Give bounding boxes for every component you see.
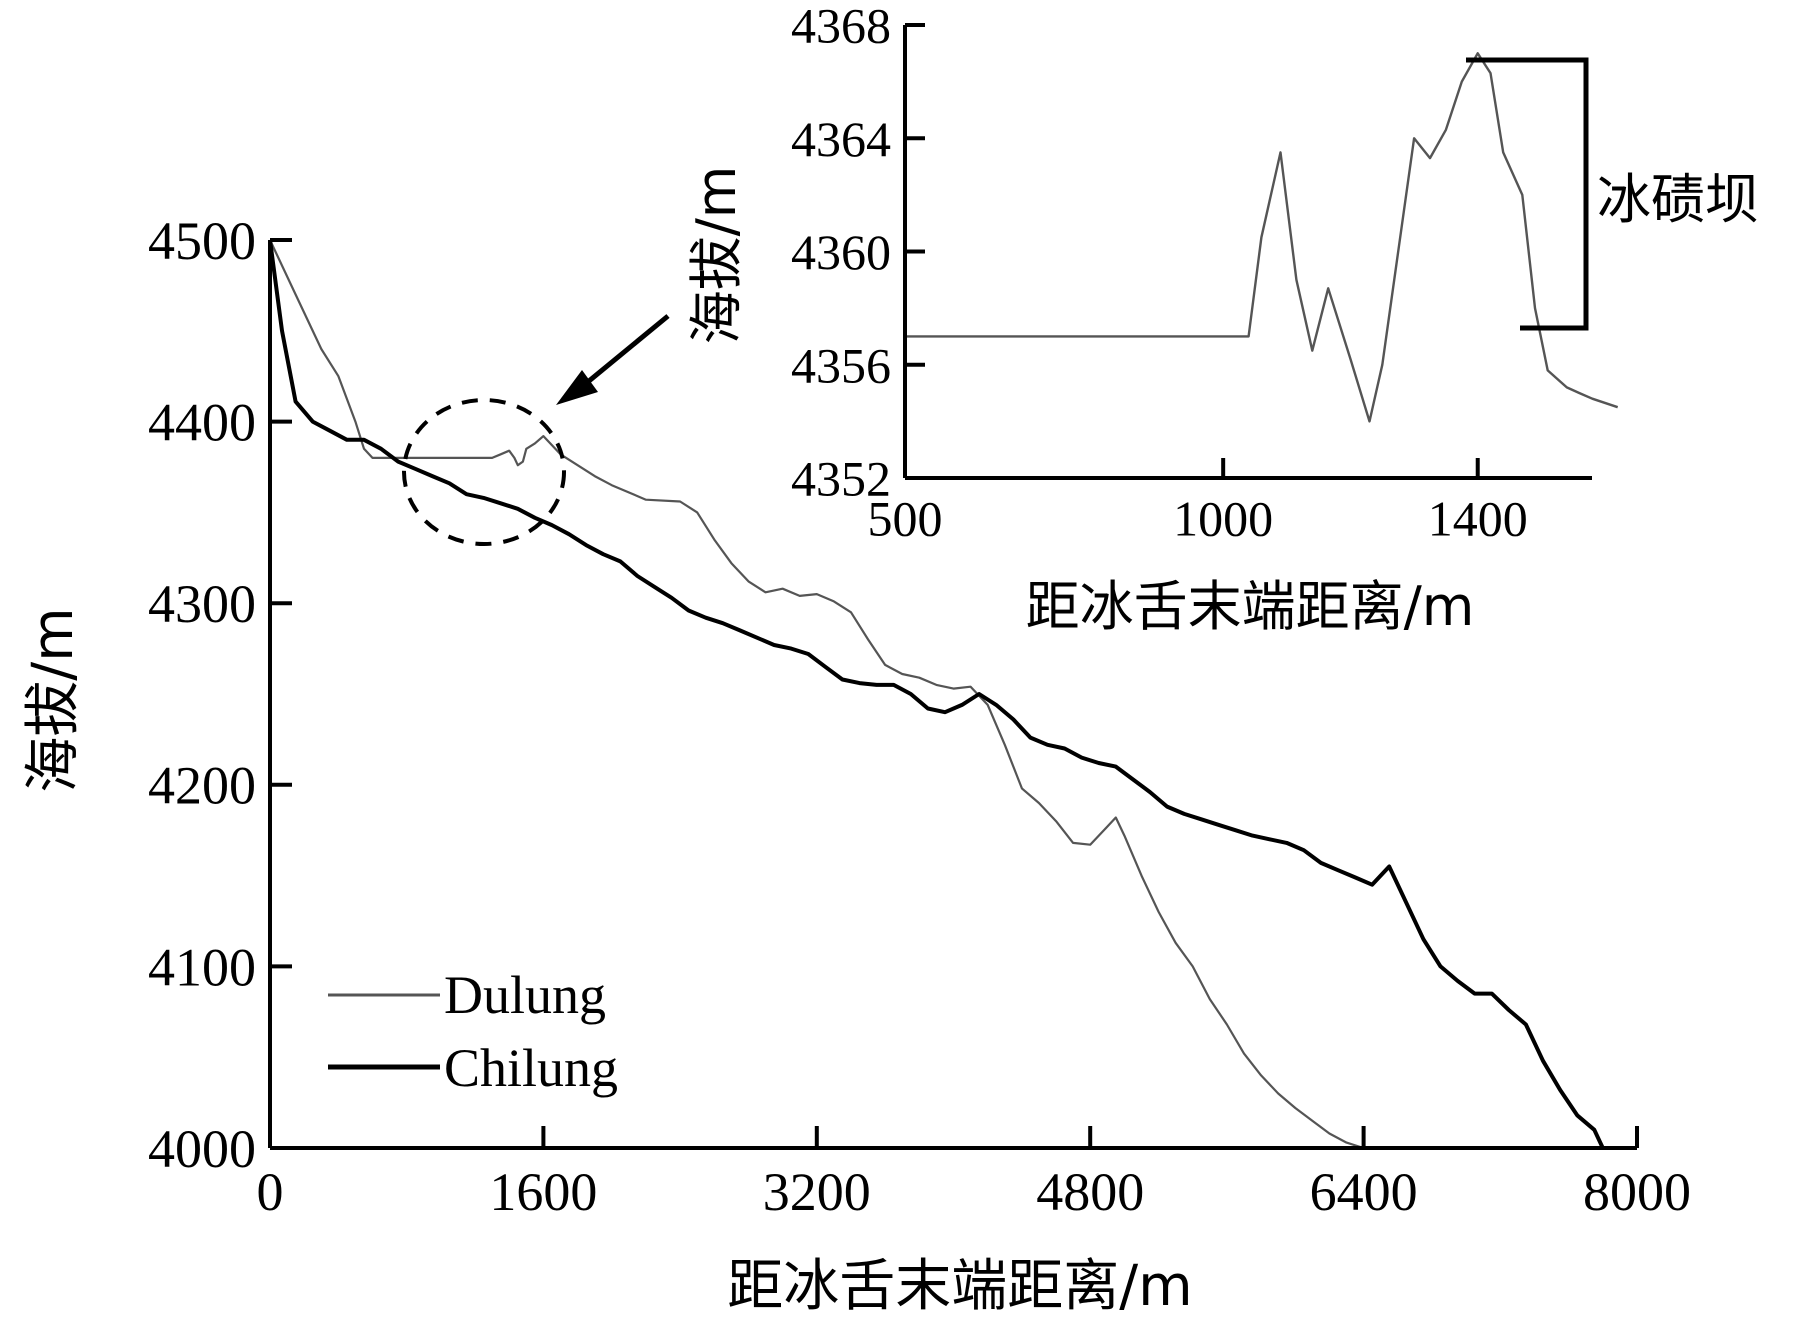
series-line-dulung [269, 239, 1398, 1150]
main-x-ticks: 0 1600 3200 4800 6400 8000 [257, 1126, 1691, 1222]
x-tick-label: 0 [257, 1162, 284, 1222]
main-y-ticks: 4000 4100 4200 4300 4400 4500 [148, 211, 292, 1179]
y-tick-label: 4300 [148, 574, 256, 634]
moraine-bracket [1466, 57, 1589, 331]
y-tick-label: 4100 [148, 937, 256, 997]
x-tick-label: 4800 [1036, 1162, 1144, 1222]
y-tick-label: 4000 [148, 1119, 256, 1179]
inset-x-axis-title: 距冰舌末端距离/m [1026, 575, 1475, 638]
x-tick-label: 3200 [763, 1162, 871, 1222]
inset-series-group [905, 52, 1619, 423]
y-tick-label: 4364 [791, 111, 891, 167]
y-tick-label: 4352 [791, 451, 891, 507]
moraine-dam-label: 冰碛坝 [1597, 168, 1759, 231]
y-tick-label: 4368 [791, 0, 891, 54]
main-chart: 4000 4100 4200 4300 4400 4500 0 1600 3200 4800 64… [21, 211, 1691, 1318]
inset-x-ticks: 500 1000 1400 [868, 458, 1528, 547]
y-tick-label: 4500 [148, 211, 256, 271]
x-tick-label: 8000 [1583, 1162, 1691, 1222]
highlight-circle [402, 398, 566, 546]
main-series-group [268, 239, 1637, 1150]
y-tick-label: 4400 [148, 393, 256, 453]
x-tick-label: 1000 [1173, 491, 1273, 547]
y-tick-label: 4360 [791, 224, 891, 280]
y-tick-label: 4200 [148, 756, 256, 816]
series-line-chilung [268, 239, 1637, 1150]
x-tick-label: 1600 [489, 1162, 597, 1222]
legend-label-dulung: Dulung [444, 965, 606, 1025]
legend-label-chilung: Chilung [444, 1038, 618, 1098]
pointer-arrow [556, 314, 670, 405]
series-line-dulung [905, 52, 1619, 423]
main-y-axis-title: 海拔/m [21, 607, 86, 792]
x-tick-label: 6400 [1310, 1162, 1418, 1222]
x-tick-label: 1400 [1428, 491, 1528, 547]
main-x-axis-title: 距冰舌末端距离/m [727, 1254, 1192, 1318]
x-tick-label: 500 [868, 491, 943, 547]
inset-y-axis-title: 海拔/m [685, 166, 748, 345]
y-tick-label: 4356 [791, 337, 891, 393]
inset-y-ticks: 4352 4356 4360 4364 4368 [791, 0, 925, 507]
legend: Dulung Chilung [328, 965, 618, 1098]
inset-chart: 4352 4356 4360 4364 4368 500 1000 1400 距冰舌末端距离… [685, 0, 1759, 638]
